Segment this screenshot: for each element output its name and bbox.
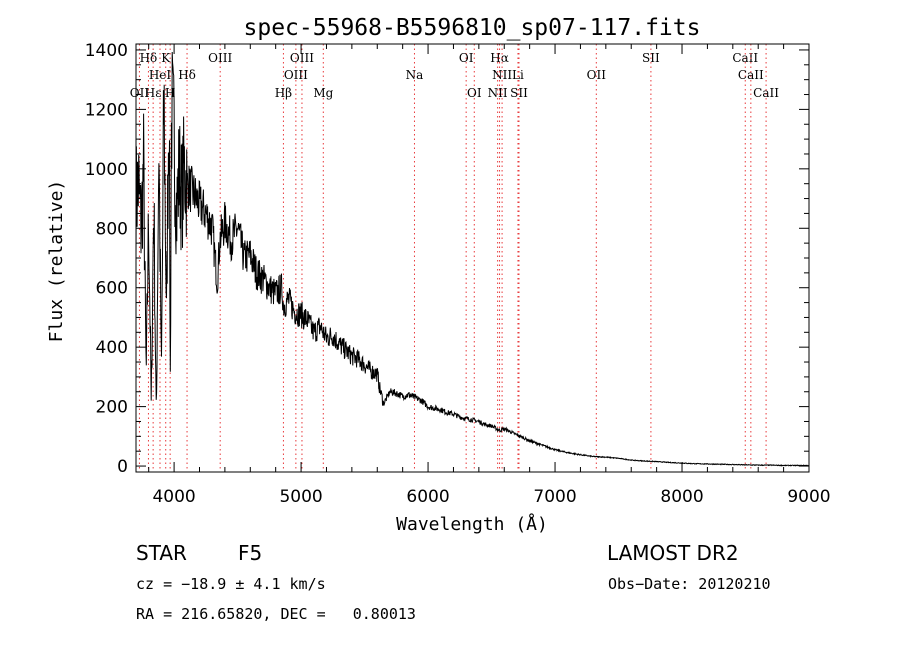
spectral-line-label: CaII — [738, 68, 764, 82]
y-tick-label: 0 — [117, 457, 128, 477]
x-axis-label: Wavelength (Å) — [396, 513, 548, 535]
spectral-line-label: OII — [587, 68, 607, 82]
x-tick-label: 9000 — [787, 487, 830, 507]
plot-area: HδOIIHεHeIKHHδOIIIHβOIIIOIIIMgNaOIOIHαNI… — [85, 41, 831, 507]
spectral-line-label: OIII — [284, 68, 308, 82]
redshift-readout: cz = −18.9 ± 4.1 km/s — [136, 575, 326, 593]
spectrum-chart: spec-55968-B5596810_sp07-117.fits HδOIIH… — [46, 15, 831, 535]
spectral-line-label: CaII — [753, 86, 779, 100]
spectral-line-label: SII — [510, 86, 528, 100]
spectral-line-label: OIII — [208, 51, 232, 65]
spectral-line-label: Na — [406, 68, 424, 82]
y-tick-label: 1400 — [85, 41, 128, 61]
x-tick-label: 4000 — [152, 487, 195, 507]
spectral-line-label: NII — [492, 68, 512, 82]
y-tick-label: 800 — [96, 219, 128, 239]
plot-frame — [135, 43, 810, 473]
y-tick-label: 1200 — [85, 100, 128, 120]
spectral-line-label: OII — [130, 86, 150, 100]
spectral-line-label: Hα — [490, 51, 509, 65]
x-tick-label: 6000 — [406, 487, 449, 507]
spectral-line-label: HeI — [149, 68, 172, 82]
spectral-line-label: NII — [488, 86, 508, 100]
spectral-line-label: Hδ — [178, 68, 196, 82]
object-class: STAR — [136, 541, 187, 565]
y-tick-label: 1000 — [85, 160, 128, 180]
y-tick-label: 600 — [96, 279, 128, 299]
x-tick-label: 8000 — [660, 487, 703, 507]
x-tick-label: 7000 — [533, 487, 576, 507]
chart-title: spec-55968-B5596810_sp07-117.fits — [244, 15, 701, 41]
y-tick-label: 400 — [96, 338, 128, 358]
spectral-line-label: Li — [512, 68, 524, 82]
observation-date: Obs−Date: 20120210 — [608, 575, 771, 593]
spectral-line-label: SII — [642, 51, 660, 65]
coordinates-readout: RA = 216.65820, DEC = 0.80013 — [136, 605, 416, 623]
y-axis-label: Flux (relative) — [46, 180, 67, 343]
spectral-line-label: H — [165, 86, 175, 100]
spectral-line-label: Hβ — [275, 86, 292, 100]
y-tick-label: 200 — [96, 398, 128, 418]
spectral-line-label: CaII — [732, 51, 758, 65]
spectral-line-label: OI — [459, 51, 474, 65]
spectrum-trace — [135, 51, 809, 467]
x-tick-label: 5000 — [279, 487, 322, 507]
survey-name: LAMOST DR2 — [607, 541, 739, 565]
spectral-line-label: OIII — [290, 51, 314, 65]
spectral-line-label: Mg — [313, 86, 333, 100]
object-subclass: F5 — [238, 541, 263, 565]
spectral-line-label: OI — [467, 86, 482, 100]
spectral-line-label: Hδ — [140, 51, 158, 65]
spectral-line-label: K — [161, 51, 171, 65]
spectral-line-label: Hε — [145, 86, 162, 100]
